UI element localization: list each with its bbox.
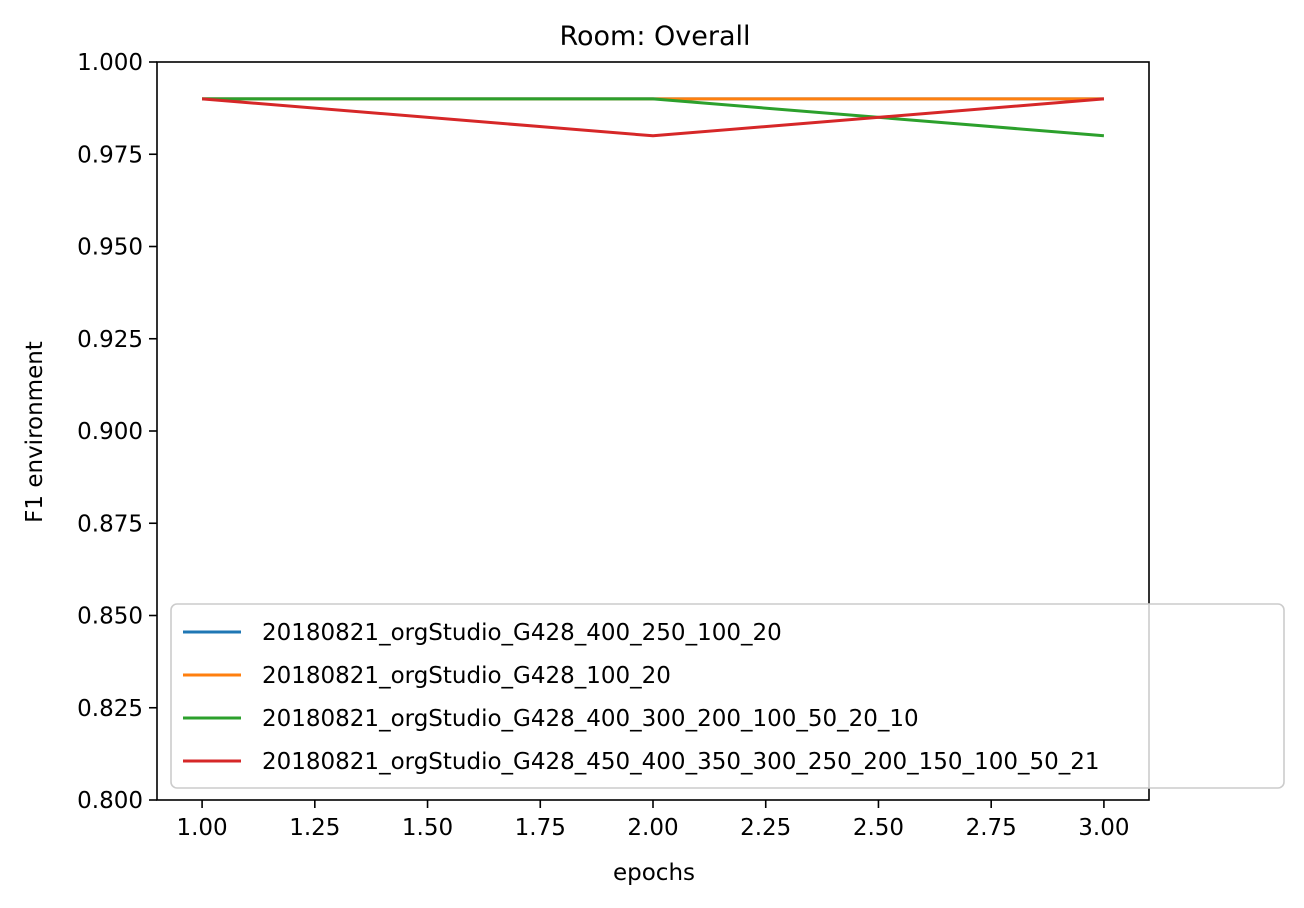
y-tick-label: 0.825	[77, 696, 143, 722]
x-axis-label: epochs	[613, 860, 695, 886]
legend-label-1: 20180821_orgStudio_G428_400_250_100_20	[262, 620, 782, 646]
y-tick-label: 0.950	[77, 235, 143, 261]
legend-frame	[170, 603, 1285, 789]
legend-label-3: 20180821_orgStudio_G428_400_300_200_100_…	[262, 706, 919, 732]
legend: 20180821_orgStudio_G428_400_250_100_20 20…	[170, 603, 1285, 789]
x-axis: 1.00 1.25 1.50 1.75 2.00 2.25 2.50 2.75 3.00	[176, 800, 1130, 841]
x-tick-label: 2.25	[740, 815, 791, 841]
series-line-4	[201, 97, 1105, 138]
x-tick-label: 2.75	[966, 815, 1017, 841]
y-tick-label: 0.975	[77, 142, 143, 168]
y-tick-label: 0.900	[77, 419, 143, 445]
x-tick-label: 1.50	[402, 815, 453, 841]
series-lines	[201, 97, 1105, 138]
chart-title: Room: Overall	[559, 21, 750, 52]
x-tick-label: 1.00	[176, 815, 227, 841]
y-tick-label: 0.925	[77, 327, 143, 353]
x-tick-label: 3.00	[1078, 815, 1129, 841]
y-tick-label: 0.800	[77, 788, 143, 814]
x-tick-label: 2.00	[627, 815, 678, 841]
x-tick-label: 1.25	[289, 815, 340, 841]
series-line-3	[202, 97, 1105, 138]
y-tick-label: 0.850	[77, 604, 143, 630]
x-tick-label: 2.50	[853, 815, 904, 841]
y-tick-label: 1.000	[77, 50, 143, 76]
y-tick-label: 0.875	[77, 511, 143, 537]
legend-label-2: 20180821_orgStudio_G428_100_20	[262, 663, 671, 689]
y-axis-label: F1 environment	[22, 341, 48, 523]
x-tick-label: 1.75	[515, 815, 566, 841]
y-axis: 0.800 0.825 0.850 0.875 0.900 0.925 0.950 0.975…	[77, 50, 157, 814]
legend-label-4: 20180821_orgStudio_G428_450_400_350_300_…	[262, 749, 1100, 775]
